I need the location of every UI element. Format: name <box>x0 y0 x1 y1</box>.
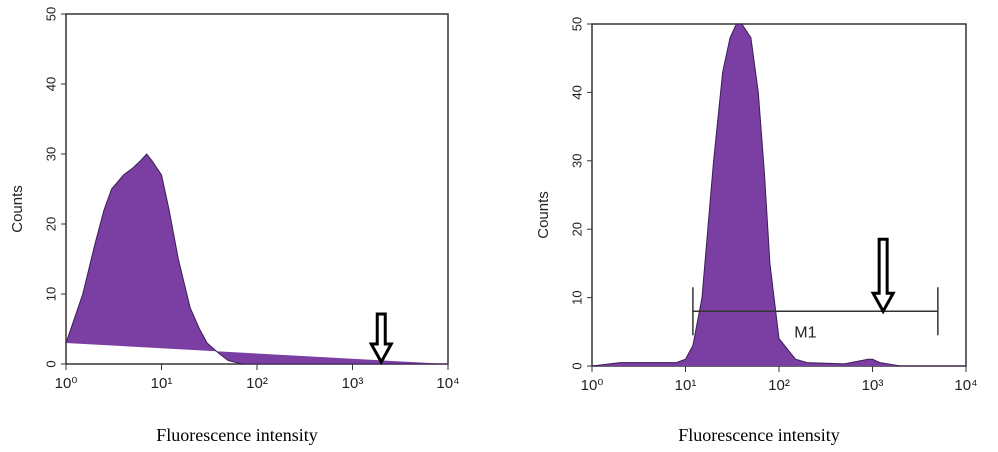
x-tick-label: 10³ <box>862 377 884 394</box>
histogram-area <box>65 153 448 365</box>
y-tick-label: 30 <box>569 154 584 168</box>
y-tick-label: 0 <box>43 360 58 367</box>
y-tick-label: 50 <box>569 17 584 31</box>
x-tick-label: 10⁰ <box>581 377 604 394</box>
y-tick-label: 30 <box>43 147 58 161</box>
x-tick-label: 10⁴ <box>436 375 459 392</box>
x-tick-label: 10² <box>246 375 268 392</box>
histogram-area <box>591 23 966 367</box>
x-tick-label: 10⁴ <box>954 377 977 394</box>
y-tick-label: 40 <box>569 85 584 99</box>
y-tick-label: 40 <box>43 77 58 91</box>
x-axis-label: Fluorescence intensity <box>678 425 839 445</box>
y-tick-label: 50 <box>43 7 58 21</box>
x-tick-label: 10¹ <box>151 375 173 392</box>
y-tick-label: 20 <box>43 217 58 231</box>
y-tick-label: 0 <box>569 362 584 369</box>
y-tick-label: 10 <box>569 290 584 304</box>
y-axis-label: Counts <box>535 191 552 239</box>
x-tick-label: 10² <box>768 377 790 394</box>
y-axis-label: Counts <box>9 185 26 233</box>
y-tick-label: 20 <box>569 222 584 236</box>
arrow <box>368 312 394 366</box>
x-axis-label: Fluorescence intensity <box>156 425 317 445</box>
x-tick-label: 10³ <box>342 375 364 392</box>
arrow <box>870 237 896 315</box>
gate-label: M1 <box>794 324 816 341</box>
x-tick-label: 10⁰ <box>55 375 78 392</box>
x-tick-label: 10¹ <box>675 377 697 394</box>
y-tick-label: 10 <box>43 287 58 301</box>
plot-frame <box>591 23 967 367</box>
